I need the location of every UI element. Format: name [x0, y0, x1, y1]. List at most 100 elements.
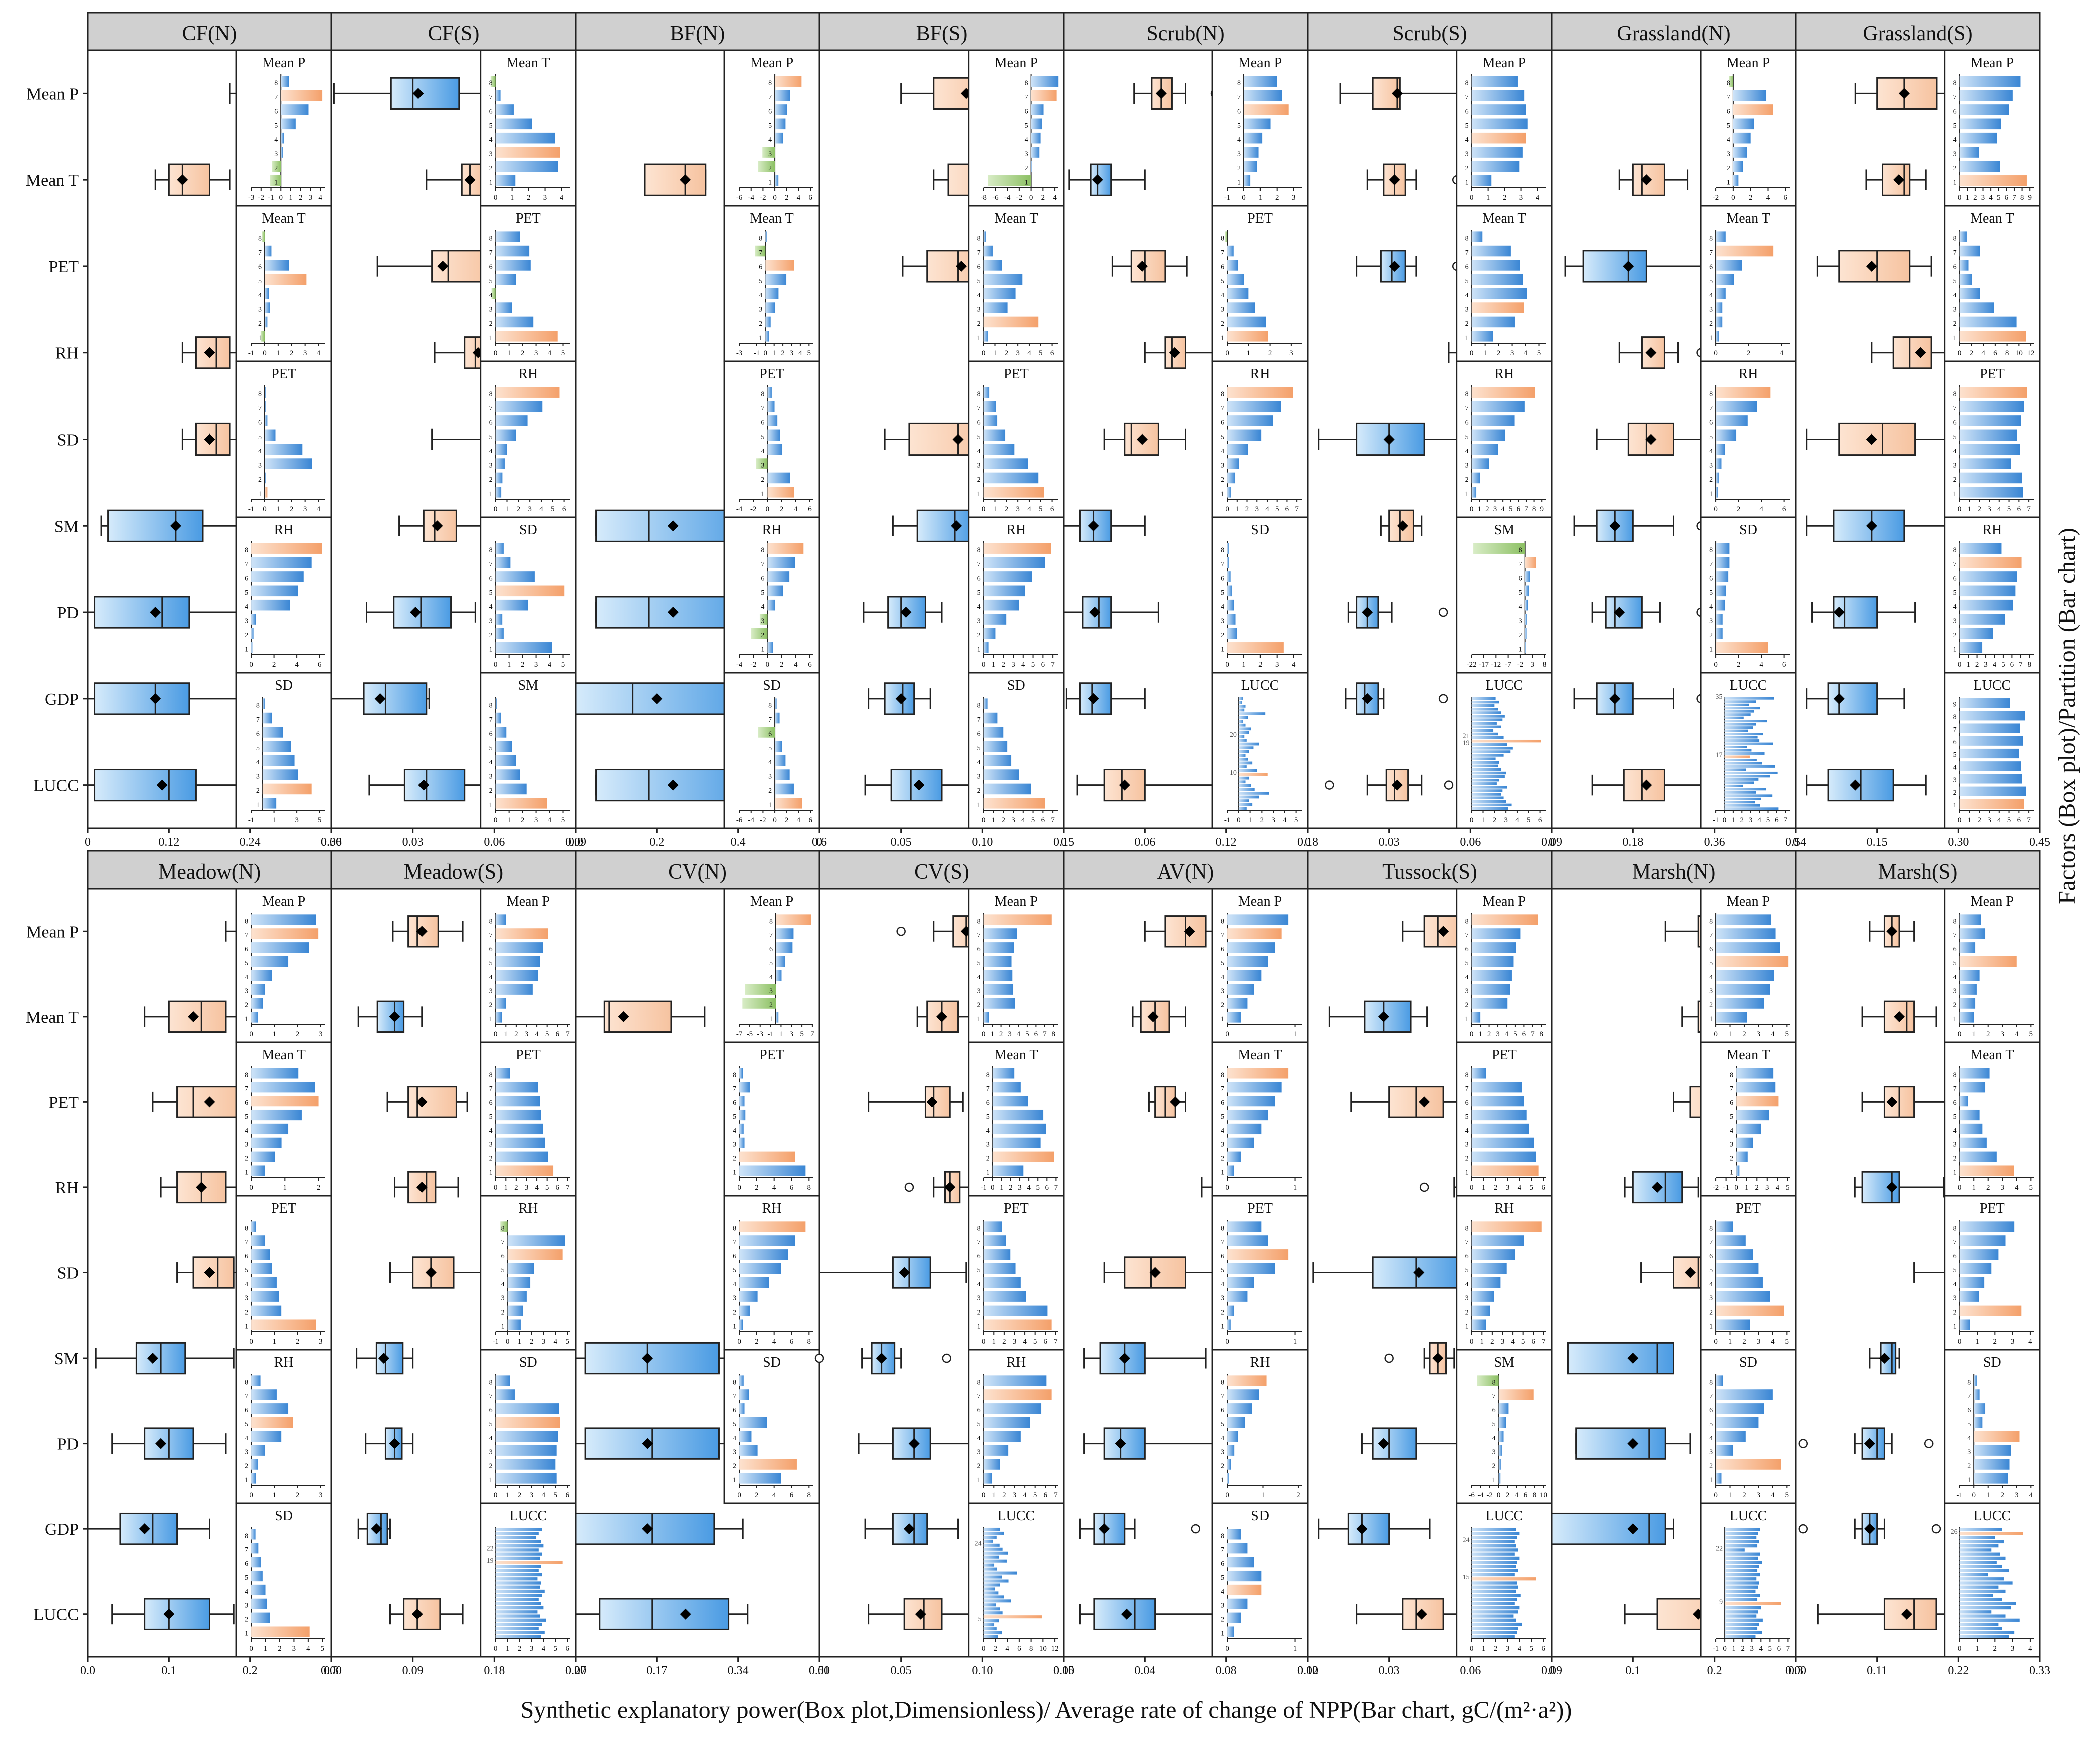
inset-bar: [739, 1389, 749, 1400]
inset-tick-label: 0: [494, 194, 498, 202]
inset-bar: [251, 642, 253, 653]
inset-bar: [1227, 1221, 1262, 1232]
inset-bar-index: 5: [1221, 1267, 1224, 1274]
inset-tick-label: 2: [1260, 816, 1264, 824]
inset-bar-index: 8: [733, 1071, 736, 1079]
box-pd: [1575, 1427, 1691, 1460]
inset-bar: [1959, 444, 2020, 455]
inset-bar: [1471, 764, 1498, 768]
x-tick-label: 0.15: [1053, 1664, 1074, 1677]
inset-tick-label: 1: [1481, 816, 1485, 824]
inset-bar: [983, 1563, 995, 1567]
inset-bar: [1724, 697, 1774, 700]
box-gdp: [575, 1512, 744, 1545]
inset-bar-index: 5: [978, 1616, 982, 1623]
inset-tick-label: 0: [1714, 1338, 1718, 1346]
inset-bar: [1959, 1151, 1997, 1162]
inset-bar-index: 3: [245, 1602, 248, 1610]
inset-tick-label: 1: [506, 1645, 510, 1653]
inset-bar-index: 6: [1709, 575, 1713, 582]
inset-bar: [762, 147, 775, 158]
inset-tick-label: 1: [1966, 194, 1970, 202]
inset-tick-label: 1: [273, 1030, 277, 1038]
box-iqr: [1079, 509, 1112, 542]
inset-bar-index: 7: [1221, 1085, 1224, 1093]
inset-tick-label: 7: [1054, 1184, 1058, 1192]
inset-bar-index: 8: [1465, 391, 1469, 398]
inset-bar: [251, 1291, 279, 1302]
inset-bar: [983, 1635, 998, 1639]
box-iqr: [599, 1598, 730, 1630]
inset-title: SD: [1251, 522, 1269, 538]
inset-bar-index: 7: [1492, 1393, 1496, 1400]
inset-bar-index: 7: [489, 249, 493, 257]
inset-tick-label: 0: [249, 1645, 253, 1653]
inset-tick-label: 0: [737, 1184, 741, 1192]
box-lucc: [1591, 769, 1716, 802]
x-tick-label: 0: [1549, 1664, 1555, 1677]
inset-bar: [1238, 792, 1269, 795]
mean-marker: [371, 1523, 382, 1535]
box-gdp: [1345, 682, 1448, 715]
inset-tick-label: 4: [2028, 1645, 2032, 1653]
factor-label-pet: PET: [49, 1093, 79, 1112]
inset-title: SD: [519, 522, 537, 538]
inset-bar-index: 3: [489, 1449, 493, 1456]
mean-marker: [1119, 779, 1130, 791]
inset-title: PET: [759, 1047, 784, 1063]
box-pet: [1816, 250, 1932, 283]
inset-bar: [1959, 1561, 1997, 1564]
inset-bar-index: 3: [1953, 306, 1957, 314]
inset-title: SD: [1739, 1355, 1757, 1370]
inset-bar-index: 5: [1465, 1267, 1469, 1274]
inset-bar: [281, 104, 309, 115]
inset-bar: [1716, 1012, 1747, 1023]
inset-bar-index: 8: [1953, 918, 1957, 925]
inset-bar-index: 3: [1953, 988, 1957, 995]
inset-bar: [1716, 274, 1734, 285]
inset-bar: [745, 984, 776, 995]
inset-bar: [1471, 260, 1520, 271]
inset-bar: [767, 599, 775, 611]
inset-title: LUCC: [997, 1508, 1035, 1524]
inset-tick-label: 1: [1242, 661, 1246, 669]
box-iqr: [407, 1086, 457, 1118]
box-lucc: [87, 769, 265, 802]
inset-bar-index: 5: [1953, 589, 1957, 597]
inset-bar: [1227, 429, 1262, 441]
inset-bar: [739, 1235, 795, 1246]
x-tick-label: 0.15: [1053, 836, 1074, 849]
inset-bar: [1031, 147, 1040, 158]
inset-bar: [1959, 1631, 2015, 1634]
inset-bar: [495, 1527, 542, 1531]
inset-bar: [1227, 1165, 1234, 1176]
inset-bar-index: 5: [768, 745, 772, 752]
factor-label-lucc: LUCC: [33, 1606, 79, 1624]
inset-bar: [992, 1082, 1021, 1093]
inset-tick-label: 3: [1008, 1030, 1012, 1038]
mean-marker: [1609, 693, 1621, 704]
factor-label-gdp: GDP: [45, 1520, 79, 1539]
x-tick-label: 0.3: [1788, 1664, 1803, 1677]
box-sm: [1083, 1342, 1207, 1375]
inset-bar: [1227, 458, 1239, 469]
inset-bar: [1959, 571, 2017, 582]
inset-tick-label: 5: [2007, 505, 2011, 513]
inset-bar-index: 1: [1730, 1169, 1733, 1176]
mean-marker: [1121, 1608, 1132, 1620]
box-rh: [394, 1171, 459, 1204]
inset-bar-index: 3: [245, 1449, 248, 1456]
inset-bar-index: 1: [1519, 646, 1522, 653]
inset-bar-index: 24: [1463, 1537, 1470, 1544]
inset-bar: [983, 1627, 997, 1631]
inset-bar-index: 4: [245, 603, 248, 611]
inset-tick-label: 2: [1001, 661, 1005, 669]
inset-bar: [765, 331, 769, 342]
inset-bar: [1471, 914, 1538, 925]
